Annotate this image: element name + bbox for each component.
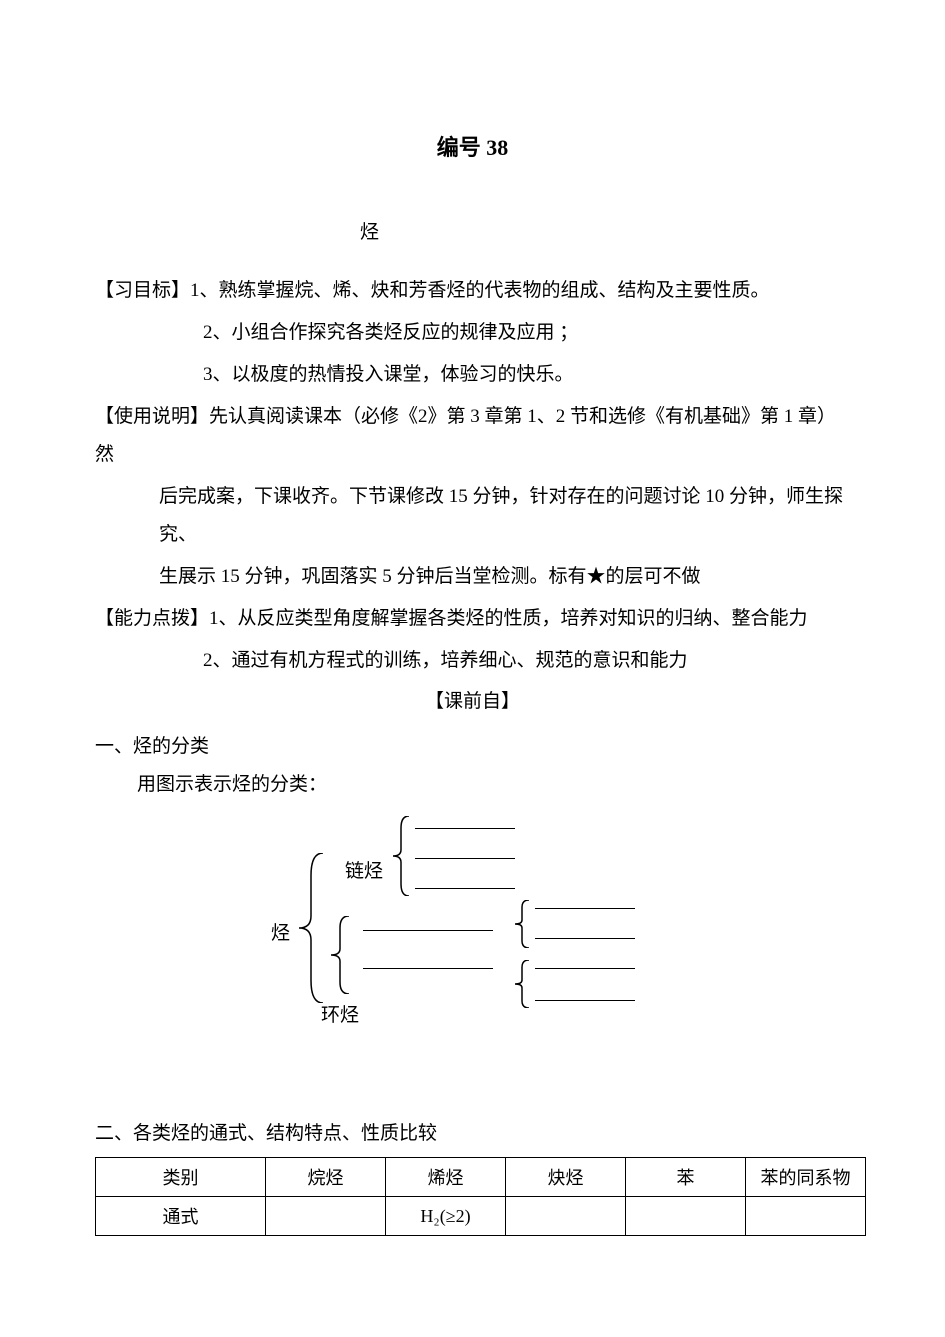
fill-blank-line <box>535 908 635 909</box>
usage-line-2: 后完成案，下课收齐。下节课修改 15 分钟，针对存在的问题讨论 10 分钟，师生… <box>95 478 850 554</box>
diagram-label: 烃 <box>271 918 290 945</box>
th-category: 类别 <box>96 1158 266 1197</box>
tip-2: 2、通过有机方程式的训练，培养细心、规范的意识和能力 <box>95 642 850 680</box>
objectives-label: 【习目标】 <box>95 280 190 301</box>
diagram-label: 链烃 <box>345 856 383 883</box>
td-alkene: H₂(≥2) <box>386 1197 506 1236</box>
th-alkyne: 炔烃 <box>506 1158 626 1197</box>
tip-1: 1、从反应类型角度解掌握各类烃的性质，培养对知识的归纳、整合能力 <box>209 608 808 629</box>
fill-blank-line <box>363 930 493 931</box>
td-alkane <box>266 1197 386 1236</box>
usage-block: 【使用说明】先认真阅读课本（必修《2》第 3 章第 1、2 节和选修《有机基础》… <box>95 398 850 474</box>
section1-caption: 用图示表示烃的分类： <box>95 766 850 804</box>
section1-heading: 一、烃的分类 <box>95 731 850 758</box>
page-title: 编号 38 <box>95 130 850 162</box>
comparison-table: 类别 烷烃 烯烃 炔烃 苯 苯的同系物 通式 H₂(≥2) <box>95 1157 866 1236</box>
usage-label: 【使用说明】 <box>95 406 209 427</box>
brace-icon <box>515 900 529 948</box>
tips-block: 【能力点拨】1、从反应类型角度解掌握各类烃的性质，培养对知识的归纳、整合能力 <box>95 600 850 638</box>
fill-blank-line <box>363 968 493 969</box>
classification-diagram: 烃 链烃环烃 <box>95 808 850 1048</box>
usage-line-3: 生展示 15 分钟，巩固落实 5 分钟后当堂检测。标有★的层可不做 <box>95 558 850 596</box>
td-rowlabel: 通式 <box>96 1197 266 1236</box>
th-homolog: 苯的同系物 <box>746 1158 866 1197</box>
brace-icon <box>515 960 529 1008</box>
diagram-label: 环烃 <box>321 1000 359 1027</box>
section2-heading: 二、各类烃的通式、结构特点、性质比较 <box>95 1118 850 1145</box>
doc-subtitle: 烃 <box>95 217 850 244</box>
fill-blank-line <box>415 858 515 859</box>
th-alkane: 烷烃 <box>266 1158 386 1197</box>
fill-blank-line <box>535 968 635 969</box>
table-row: 通式 H₂(≥2) <box>96 1197 866 1236</box>
brace-icon <box>331 916 349 994</box>
td-alkyne <box>506 1197 626 1236</box>
td-homolog <box>746 1197 866 1236</box>
fill-blank-line <box>415 828 515 829</box>
objectives-block: 【习目标】1、熟练掌握烷、烯、炔和芳香烃的代表物的组成、结构及主要性质。 <box>95 272 850 310</box>
comparison-table-wrap: 类别 烷烃 烯烃 炔烃 苯 苯的同系物 通式 H₂(≥2) <box>95 1157 850 1236</box>
objective-2: 2、小组合作探究各类烃反应的规律及应用 ； <box>95 314 850 352</box>
tips-label: 【能力点拨】 <box>95 608 209 629</box>
fill-blank-line <box>415 888 515 889</box>
th-alkene: 烯烃 <box>386 1158 506 1197</box>
table-header-row: 类别 烷烃 烯烃 炔烃 苯 苯的同系物 <box>96 1158 866 1197</box>
objective-1: 1、熟练掌握烷、烯、炔和芳香烃的代表物的组成、结构及主要性质。 <box>190 280 770 301</box>
objective-3: 3、以极度的热情投入课堂，体验习的快乐。 <box>95 356 850 394</box>
fill-blank-line <box>535 1000 635 1001</box>
preclass-label: 【课前自】 <box>95 686 850 713</box>
fill-blank-line <box>535 938 635 939</box>
th-benzene: 苯 <box>626 1158 746 1197</box>
td-benzene <box>626 1197 746 1236</box>
brace-icon <box>299 853 323 1003</box>
brace-icon <box>393 816 409 896</box>
